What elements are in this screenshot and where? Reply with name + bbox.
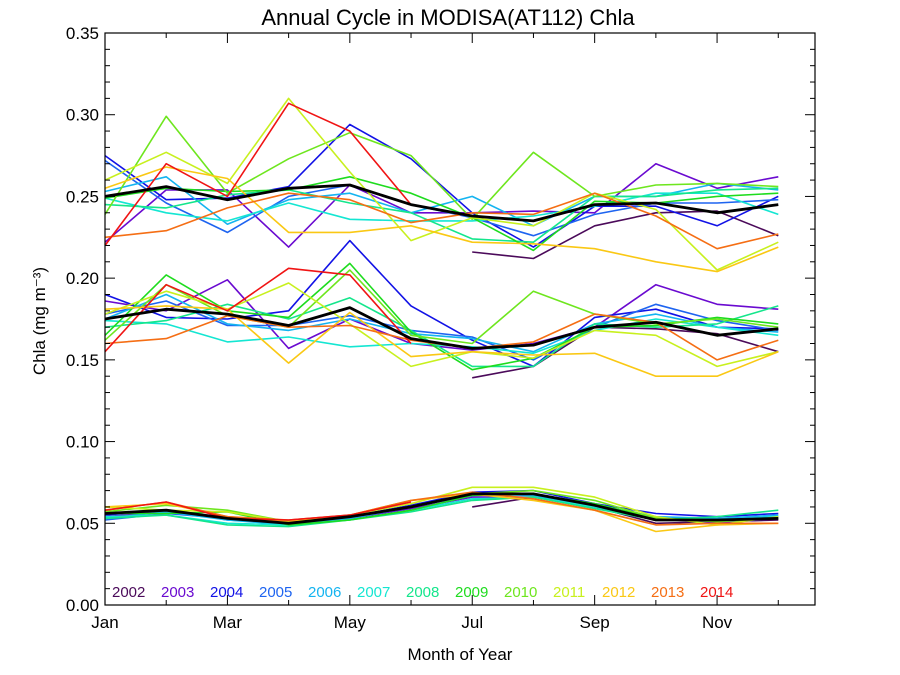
series-line-2010-upper bbox=[104, 115, 779, 221]
series-line-2005-median bbox=[104, 300, 779, 361]
series-line-2011-upper bbox=[104, 97, 779, 271]
y-tick-label: 0.30 bbox=[66, 106, 99, 125]
x-tick-label: Jan bbox=[91, 613, 118, 632]
legend-item-2009: 2009 bbox=[455, 584, 488, 601]
series-line-2013-upper bbox=[104, 192, 779, 250]
legend-item-2010: 2010 bbox=[504, 584, 537, 601]
series-line-2014-lower bbox=[104, 501, 412, 521]
legend-item-2007: 2007 bbox=[357, 584, 390, 601]
legend-item-2006: 2006 bbox=[308, 584, 341, 601]
y-tick-label: 0.10 bbox=[66, 433, 99, 452]
x-tick-label: Jul bbox=[461, 613, 483, 632]
x-tick-label: May bbox=[334, 613, 367, 632]
x-tick-label: Sep bbox=[580, 613, 610, 632]
series-line-2010-median bbox=[104, 269, 779, 345]
series-line-2014-median bbox=[104, 267, 412, 353]
legend-item-2014: 2014 bbox=[700, 584, 733, 601]
series-line-2012-upper bbox=[104, 166, 779, 273]
series-line-2002-median bbox=[472, 326, 779, 379]
series-line-2007-median bbox=[104, 318, 779, 355]
legend-item-2013: 2013 bbox=[651, 584, 684, 601]
chart-title: Annual Cycle in MODISA(AT112) Chla bbox=[261, 5, 635, 30]
series-line-2003-median bbox=[104, 279, 779, 351]
legend-item-2011: 2011 bbox=[553, 584, 585, 601]
mean-line-lower bbox=[104, 492, 779, 525]
legend-item-2002: 2002 bbox=[112, 584, 145, 601]
legend-item-2008: 2008 bbox=[406, 584, 439, 601]
y-tick-label: 0.15 bbox=[66, 351, 99, 370]
legend-item-2003: 2003 bbox=[161, 584, 194, 601]
x-tick-label: Nov bbox=[702, 613, 733, 632]
plot-frame bbox=[104, 32, 816, 606]
y-tick-label: 0.05 bbox=[66, 514, 99, 533]
mean-line-median bbox=[104, 306, 779, 350]
series-layer bbox=[104, 97, 779, 533]
series-line-2012-median bbox=[104, 305, 779, 377]
series-line-2007-upper bbox=[104, 192, 779, 222]
y-tick-label: 0.35 bbox=[66, 24, 99, 43]
legend-item-2005: 2005 bbox=[259, 584, 292, 601]
y-tick-label: 0.25 bbox=[66, 187, 99, 206]
series-line-2013-lower bbox=[104, 491, 779, 526]
legend: 2002 2003 2004 2005 2006 2007 2008 2009 2010 2011… bbox=[112, 584, 733, 601]
legend-item-2004: 2004 bbox=[210, 584, 243, 601]
x-tick-label: Mar bbox=[213, 613, 243, 632]
series-line-2013-median bbox=[104, 313, 779, 361]
mean-line-upper bbox=[104, 183, 779, 223]
series-line-2014-upper bbox=[104, 102, 412, 246]
series-line-2003-upper bbox=[104, 162, 779, 248]
series-line-2002-upper bbox=[472, 210, 779, 260]
y-tick-label: 0.20 bbox=[66, 269, 99, 288]
y-tick-label: 0.00 bbox=[66, 596, 99, 615]
x-axis-label: Month of Year bbox=[408, 645, 513, 664]
axes-layer: 0.00 0.05 0.10 0.15 0.20 0.25 0.30 0.35 Jan Mar Ma… bbox=[66, 24, 816, 632]
legend-item-2012: 2012 bbox=[602, 584, 635, 601]
y-axis-label: Chla (mg m⁻³) bbox=[30, 267, 49, 375]
